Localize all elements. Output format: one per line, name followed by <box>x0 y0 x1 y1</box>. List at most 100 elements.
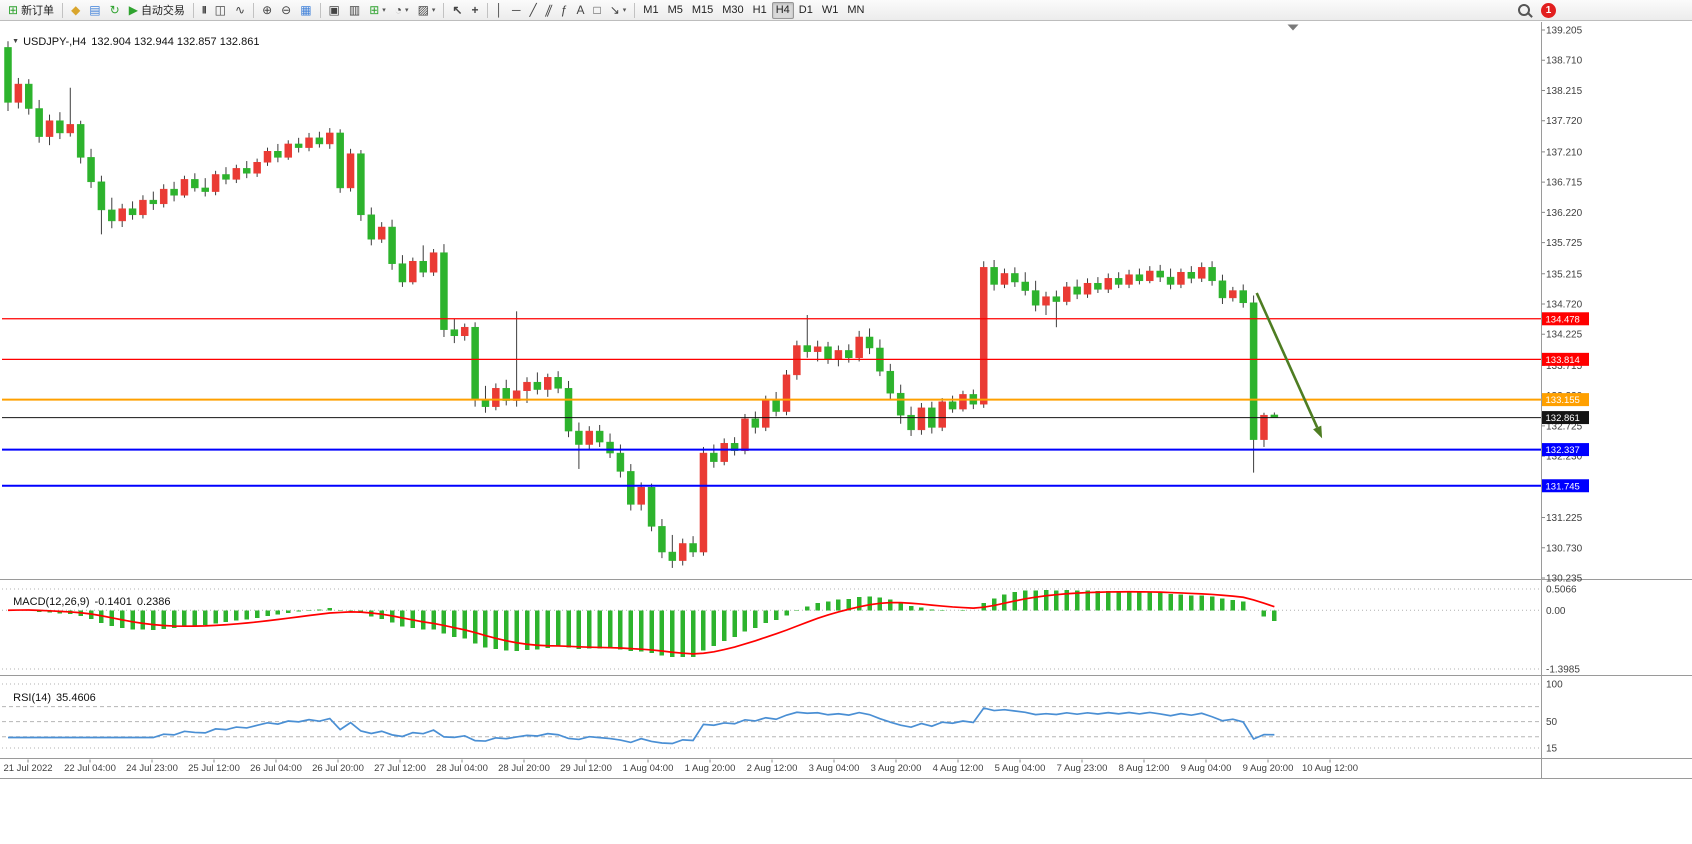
templates-button[interactable]: ▨ <box>414 2 440 19</box>
candle-body <box>699 452 708 553</box>
macd-header: MACD(12,26,9) -0.1401 0.2386 <box>7 584 171 608</box>
fibonacci-button[interactable]: ƒ <box>557 2 572 19</box>
trend-arrow[interactable] <box>1255 292 1323 439</box>
candle-body <box>595 430 604 443</box>
line-chart-button[interactable]: ∿ <box>231 2 249 19</box>
candle-body <box>668 551 677 561</box>
y-axis-tick: 137.720 <box>1546 116 1583 127</box>
y-axis-tick: 130.235 <box>1546 574 1583 585</box>
cursor-button[interactable]: ↖ <box>448 2 466 19</box>
price-tag <box>1542 393 1589 407</box>
zoom-in-button[interactable]: ⊕ <box>258 2 276 19</box>
rsi-axis-label: 15 <box>1546 743 1558 754</box>
toolbar-separator <box>62 2 64 18</box>
candle-body <box>710 452 718 462</box>
periods-button[interactable]: ◔ <box>391 2 413 19</box>
search-button[interactable] <box>1514 2 1534 19</box>
candle-body <box>191 179 199 189</box>
y-axis-tick: 134.720 <box>1546 300 1583 311</box>
time-axis-label: 1 Aug 04:00 <box>623 763 674 774</box>
price-tag-label: 133.814 <box>1546 355 1580 366</box>
timeframe-d1-button[interactable]: D1 <box>795 2 817 19</box>
rsi-axis-label: 100 <box>1546 680 1563 691</box>
zoom-out-button[interactable]: ⊖ <box>277 2 295 19</box>
timeframe-m1-button[interactable]: M1 <box>639 2 662 19</box>
candle-body <box>128 208 137 216</box>
vertical-line-button[interactable]: │ <box>492 2 508 19</box>
timeframe-h4-button[interactable]: H4 <box>771 1 794 19</box>
rsi-label: RSI(14) <box>13 692 52 704</box>
price-axis[interactable]: 139.205 138.710 138.215 137.720 137.210 136.7… <box>1541 26 1583 585</box>
notification-badge[interactable]: 1 <box>1541 2 1556 18</box>
candle-body <box>544 377 552 390</box>
bars-chart-button[interactable]: ||| <box>198 2 210 19</box>
candle-body <box>211 174 220 192</box>
chart-shift-marker[interactable] <box>1287 24 1299 31</box>
tile-windows-button[interactable]: ▣ <box>325 2 344 19</box>
candle-body <box>1177 271 1185 285</box>
candle-body <box>1260 414 1268 440</box>
y-axis-tick: 135.215 <box>1546 269 1583 280</box>
timeframe-m30-button[interactable]: M30 <box>718 2 747 19</box>
crosshair-button[interactable]: + <box>467 2 482 19</box>
macd-signal-value: 0.2386 <box>136 596 171 608</box>
candle-body <box>377 226 386 240</box>
arrows-button[interactable]: ↘ <box>606 2 631 19</box>
algo-trading-label: 自动交易 <box>140 5 185 17</box>
y-axis-tick: 137.210 <box>1546 147 1583 158</box>
price-tag <box>1542 411 1589 425</box>
macd-axis-label: 0.00 <box>1546 606 1566 617</box>
algo-trading-button[interactable]: ▶ 自动交易 <box>125 2 189 19</box>
candles-chart-button[interactable]: ◫ <box>211 2 230 19</box>
candle-body <box>492 388 500 407</box>
timeframe-h1-button[interactable]: H1 <box>749 2 771 19</box>
time-axis-label: 7 Aug 23:00 <box>1057 763 1108 774</box>
candle-body <box>429 252 438 273</box>
candle-body <box>990 267 998 285</box>
grid-button[interactable]: ▦ <box>296 2 315 19</box>
timeframe-mn-button[interactable]: MN <box>843 2 868 19</box>
candle-body <box>1042 296 1050 306</box>
candle-body <box>419 260 427 273</box>
candle-body <box>554 377 562 389</box>
candle-body <box>170 188 178 196</box>
label-button[interactable]: □ <box>589 2 604 19</box>
time-axis-label: 5 Aug 04:00 <box>995 763 1046 774</box>
timeframe-m5-button[interactable]: M5 <box>664 2 687 19</box>
candle-body <box>917 407 926 431</box>
chart-plot-area[interactable] <box>0 22 1541 579</box>
candle-body <box>1000 273 1009 285</box>
trendline-button[interactable]: ╱ <box>526 2 541 19</box>
play-icon: ▶ <box>128 3 138 17</box>
new-chart-icon: ⊞ <box>369 3 380 17</box>
line-chart-icon: ∿ <box>235 3 246 17</box>
candle-body <box>1083 282 1092 295</box>
candle-body <box>1125 274 1133 285</box>
horizontal-line-button[interactable]: ─ <box>508 2 525 19</box>
candle-body <box>896 392 905 416</box>
y-axis-tick: 132.230 <box>1546 452 1583 463</box>
time-axis-label: 10 Aug 12:00 <box>1302 763 1358 774</box>
metaeditor-button[interactable]: ◆ <box>67 2 84 19</box>
refresh-button[interactable]: ↻ <box>106 2 124 19</box>
candle-body <box>56 120 64 134</box>
candle-body <box>460 326 469 337</box>
market-watch-button[interactable]: ▤ <box>85 2 104 19</box>
timeframe-w1-button[interactable]: W1 <box>818 2 843 19</box>
new-order-button[interactable]: ⊞ 新订单 <box>4 2 58 19</box>
channel-icon: ∥ <box>542 3 555 17</box>
candle-body <box>979 267 988 405</box>
candle-body <box>222 174 230 180</box>
text-button[interactable]: A <box>572 2 588 19</box>
time-axis-label: 2 Aug 12:00 <box>747 763 798 774</box>
timeframe-m15-button[interactable]: M15 <box>688 2 717 19</box>
time-axis-label: 9 Aug 20:00 <box>1243 763 1294 774</box>
time-axis[interactable]: 21 Jul 2022 22 Jul 04:00 24 Jul 23:00 25 Ju… <box>3 759 1358 775</box>
refresh-icon: ↻ <box>109 3 120 17</box>
cascade-windows-button[interactable]: ▥ <box>345 2 364 19</box>
time-axis-label: 21 Jul 2022 <box>3 763 52 774</box>
new-chart-button[interactable]: ⊞ <box>365 2 390 19</box>
channel-button[interactable]: ∥ <box>542 2 556 19</box>
one-click-trading-icon[interactable] <box>12 38 19 45</box>
